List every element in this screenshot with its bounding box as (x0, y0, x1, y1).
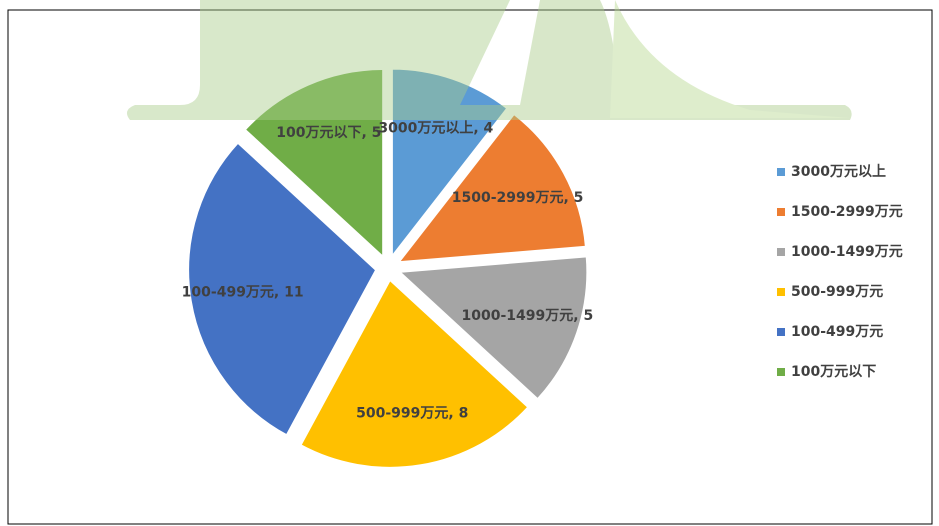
legend-swatch (777, 248, 785, 256)
pie-slice (390, 67, 509, 260)
legend-swatch (777, 368, 785, 376)
legend-swatch (777, 168, 785, 176)
legend-label: 1500-2999万元 (791, 204, 903, 220)
legend: 3000万元以上 1500-2999万元 1000-1499万元 500-999万元 1… (777, 164, 903, 380)
pie-slice (396, 112, 587, 264)
data-label: 100万元以下, 5 (276, 125, 381, 141)
data-label: 1500-2999万元, 5 (452, 190, 584, 206)
data-label: 100-499万元, 11 (182, 284, 304, 300)
data-label: 3000万元以上, 4 (378, 121, 493, 137)
legend-label: 1000-1499万元 (791, 244, 903, 260)
legend-swatch (777, 208, 785, 216)
legend-swatch (777, 328, 785, 336)
overlay-shape (126, 0, 852, 120)
pie-slice (396, 255, 589, 401)
legend-label: 500-999万元 (791, 284, 883, 300)
overlay-decoration (126, 0, 852, 120)
pie-slice (187, 141, 378, 437)
data-label: 1000-1499万元, 5 (462, 308, 594, 324)
legend-label: 3000万元以上 (791, 164, 886, 180)
data-labels: 3000万元以上, 4 1500-2999万元, 5 1000-1499万元, 5 5… (182, 121, 594, 422)
pie-slice (243, 68, 385, 260)
data-label: 500-999万元, 8 (356, 405, 468, 421)
pie (187, 67, 589, 469)
pie-slice (299, 278, 530, 469)
overlay-shape (610, 0, 850, 118)
legend-swatch (777, 288, 785, 296)
legend-label: 100万元以下 (791, 364, 876, 380)
legend-label: 100-499万元 (791, 324, 883, 340)
